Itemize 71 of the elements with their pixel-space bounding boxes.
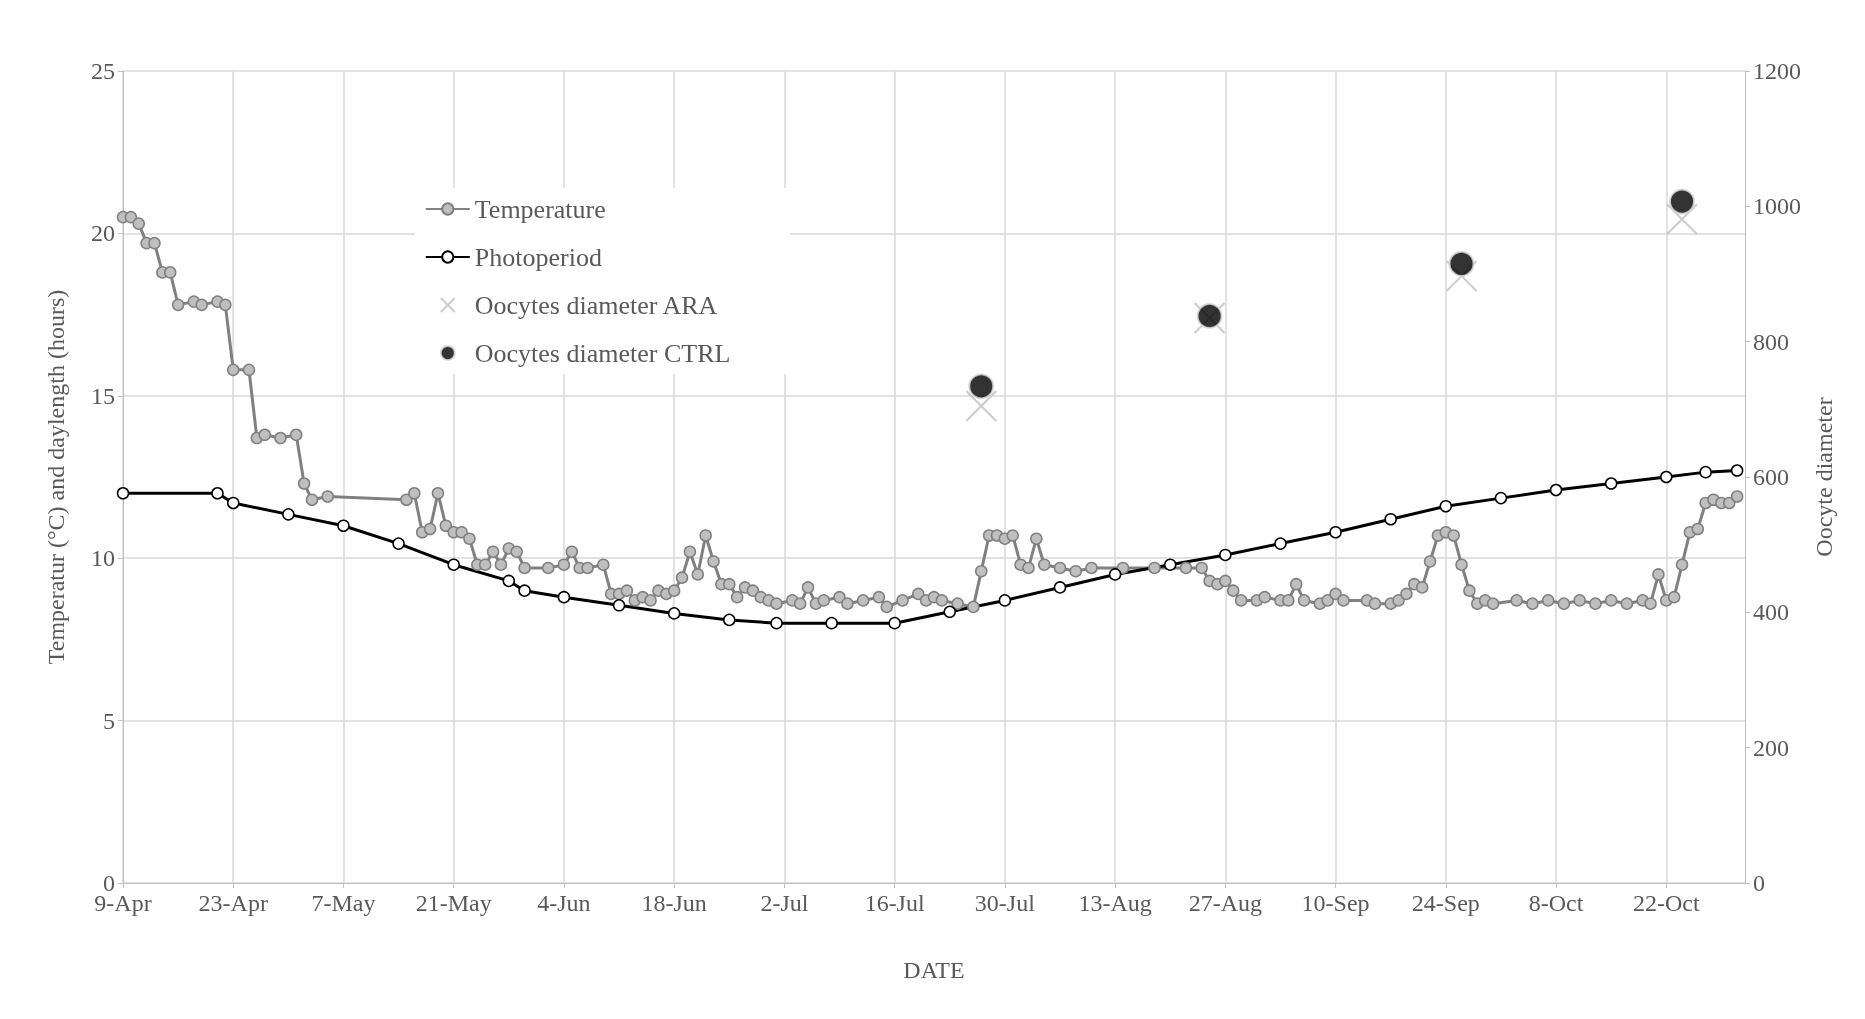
point <box>1494 491 1508 505</box>
y-tick-label: 10 <box>91 545 115 572</box>
x-tick-label: 24-Sep <box>1411 890 1480 916</box>
point <box>1699 465 1712 479</box>
point <box>1439 499 1453 513</box>
point <box>770 616 783 630</box>
x-tick-label: 30-Jul <box>974 890 1036 916</box>
point <box>502 574 516 588</box>
point <box>723 613 736 627</box>
legend-label: Photoperiod <box>474 242 602 272</box>
point <box>1666 203 1699 236</box>
x-tick-label: 27-Aug <box>1188 890 1262 916</box>
y-axis-title: Temperatur (°C) and daylength (hours) <box>43 289 69 665</box>
point <box>116 486 130 500</box>
x-tick-label: 22-Oct <box>1632 890 1700 916</box>
x-tick-label: 2-Jul <box>760 890 809 916</box>
point <box>1549 483 1563 497</box>
point <box>1730 464 1744 477</box>
point <box>1329 525 1342 539</box>
point <box>1053 581 1067 594</box>
y2-tick-label: 200 <box>1753 734 1789 761</box>
y2-tick-label: 600 <box>1753 464 1789 490</box>
point <box>1445 260 1478 293</box>
y2-tick-label: 1000 <box>1753 193 1801 220</box>
y-tick-label: 15 <box>91 382 115 409</box>
y2-tick-label: 1200 <box>1753 58 1801 84</box>
point <box>968 373 995 400</box>
point <box>1108 568 1122 581</box>
point <box>282 508 295 521</box>
point <box>888 616 901 630</box>
x-tick-label: 8-Oct <box>1528 890 1584 916</box>
point <box>1384 512 1397 526</box>
point <box>337 519 350 532</box>
point <box>1660 470 1673 484</box>
point <box>965 389 998 422</box>
y-tick-label: 25 <box>91 58 115 84</box>
point <box>226 496 240 510</box>
y2-tick-label: 400 <box>1753 599 1789 626</box>
y-tick-label: 20 <box>91 220 115 247</box>
y2-tick-label: 800 <box>1753 328 1789 355</box>
x-tick-label: 18-Jun <box>641 890 707 916</box>
x-tick-label: 10-Sep <box>1301 890 1370 916</box>
x-tick-label: 21-May <box>415 890 492 916</box>
point <box>1604 477 1618 490</box>
point <box>211 486 224 500</box>
point <box>1448 250 1475 277</box>
point <box>943 605 956 619</box>
point <box>518 584 531 597</box>
x-tick-label: 7-May <box>311 890 376 916</box>
y2-axis-title: Oocyte diameter <box>1810 397 1837 557</box>
point <box>667 607 681 620</box>
legend-label: Oocytes diameter CTRL <box>474 338 731 368</box>
x-tick-label: 16-Jul <box>864 890 925 916</box>
point <box>447 558 460 571</box>
point <box>1163 558 1177 571</box>
point <box>1219 548 1232 562</box>
legend-label: Oocytes diameter ARA <box>474 290 718 320</box>
x-axis-title: DATE <box>903 957 965 983</box>
x-tick-label: 4-Jun <box>537 890 591 916</box>
point <box>825 616 838 630</box>
point <box>998 594 1012 607</box>
point <box>1669 188 1696 215</box>
legend-label: Temperature <box>474 194 606 224</box>
y-tick-label: 5 <box>103 707 115 734</box>
point <box>612 599 626 612</box>
point <box>1274 537 1287 550</box>
y2-tick-label: 0 <box>1753 870 1765 896</box>
point <box>557 590 571 604</box>
point <box>392 537 405 550</box>
x-tick-label: 23-Apr <box>198 890 268 916</box>
x-tick-label: 13-Aug <box>1078 890 1152 916</box>
